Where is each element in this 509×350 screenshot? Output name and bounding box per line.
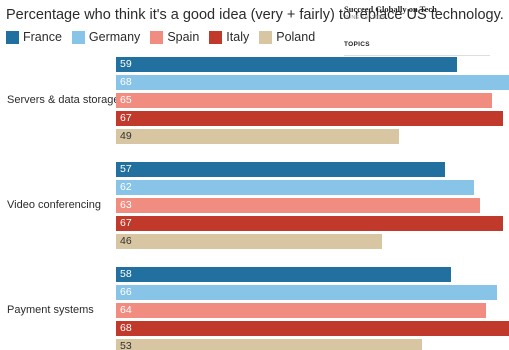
legend-swatch-poland: [259, 30, 273, 44]
bar-value-label: 66: [120, 286, 132, 298]
bar-servers-data-storage-france: 59: [116, 57, 457, 72]
bar-payment-systems-france: 58: [116, 267, 452, 282]
legend-label-italy: Italy: [226, 30, 250, 44]
bar-value-label: 65: [120, 94, 132, 106]
bar-payment-systems-spain: 64: [116, 303, 486, 318]
bar-value-label: 53: [120, 340, 132, 350]
bar-video-conferencing-germany: 62: [116, 180, 475, 195]
legend-label-poland: Poland: [276, 30, 316, 44]
category-label-video-conferencing: Video conferencing: [7, 198, 101, 211]
bar-value-label: 68: [120, 322, 132, 334]
category-label-payment-systems: Payment systems: [7, 303, 94, 316]
bar-video-conferencing-poland: 46: [116, 234, 382, 249]
bar-payment-systems-italy: 68: [116, 321, 509, 336]
legend-item-france: France: [6, 30, 62, 44]
bar-value-label: 68: [120, 76, 132, 88]
legend-item-italy: Italy: [209, 30, 249, 44]
bar-value-label: 57: [120, 163, 132, 175]
chart-legend: France Germany Spain Italy Poland: [6, 30, 325, 44]
bar-payment-systems-germany: 66: [116, 285, 498, 300]
bar-servers-data-storage-poland: 49: [116, 129, 400, 144]
bar-value-label: 62: [120, 181, 132, 193]
bar-video-conferencing-italy: 67: [116, 216, 504, 231]
legend-swatch-germany: [71, 30, 85, 44]
legend-item-spain: Spain: [150, 30, 199, 44]
bar-value-label: 67: [120, 112, 132, 124]
bar-servers-data-storage-germany: 68: [116, 75, 509, 90]
bar-video-conferencing-france: 57: [116, 162, 446, 177]
legend-swatch-italy: [209, 30, 223, 44]
bar-value-label: 58: [120, 268, 132, 280]
bar-value-label: 59: [120, 58, 132, 70]
legend-item-poland: Poland: [259, 30, 315, 44]
overlay-date: JUNE 19, 2025: [344, 15, 386, 21]
bar-servers-data-storage-spain: 65: [116, 93, 492, 108]
chart-title: Percentage who think it's a good idea (v…: [6, 7, 504, 23]
bar-value-label: 64: [120, 304, 132, 316]
legend-swatch-france: [6, 30, 19, 44]
bar-value-label: 49: [120, 130, 132, 142]
overlay-topics-link[interactable]: TOPICS: [344, 41, 370, 48]
overlay-divider: [344, 55, 490, 56]
legend-label-spain: Spain: [167, 30, 200, 44]
bar-value-label: 63: [120, 199, 132, 211]
overlay-heading[interactable]: Succeed Globally on Tech: [344, 4, 437, 14]
category-label-servers-data-storage: Servers & data storage: [7, 93, 120, 106]
legend-item-germany: Germany: [71, 30, 141, 44]
bar-value-label: 46: [120, 235, 132, 247]
bar-value-label: 67: [120, 217, 132, 229]
legend-label-germany: Germany: [88, 30, 141, 44]
bar-servers-data-storage-italy: 67: [116, 111, 504, 126]
legend-label-france: France: [23, 30, 62, 44]
bar-video-conferencing-spain: 63: [116, 198, 481, 213]
legend-swatch-spain: [150, 30, 164, 44]
bar-payment-systems-poland: 53: [116, 339, 423, 350]
